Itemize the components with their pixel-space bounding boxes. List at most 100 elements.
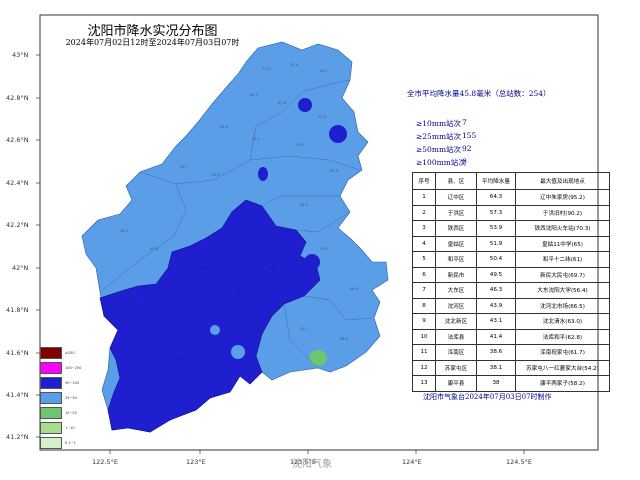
svg-text:40.1: 40.1 <box>320 69 328 73</box>
svg-text:63.4: 63.4 <box>200 267 209 271</box>
footer-credit: 沈阳市气象台2024年07月03日07时制作 <box>423 393 552 401</box>
table-cell: 铁西区 <box>435 220 477 237</box>
threshold-value: 92 <box>462 144 472 153</box>
legend-swatch <box>40 406 62 419</box>
threshold-row: ≥25mm站次 155 <box>416 131 476 142</box>
svg-text:36.7: 36.7 <box>180 165 188 169</box>
legend-item: ≥250 <box>40 345 100 360</box>
svg-text:44.3: 44.3 <box>250 93 258 97</box>
svg-text:42.7: 42.7 <box>300 327 308 331</box>
table-row: 2 于洪区 57.3 于洪旧村(90.2) <box>412 204 610 221</box>
table-cell: 沈河区 <box>435 297 477 314</box>
station-labels: 37.2 35.8 40.1 44.3 47.6 52.0 39.4 42.1 45.5 3… <box>120 63 358 381</box>
table-cell: 38 <box>476 375 516 392</box>
table-cell: 50.4 <box>476 251 516 268</box>
lat-tick-label: 42.4°N <box>6 179 29 187</box>
threshold-value: 155 <box>462 131 477 140</box>
heavy-patch-center <box>258 167 268 181</box>
watermark: 沈阳气象 <box>292 459 332 470</box>
threshold-label: ≥100mm站次 <box>416 158 466 167</box>
legend-swatch <box>40 421 62 434</box>
table-cell: 皇姑11中学(65) <box>515 235 610 252</box>
summary-text: 全市平均降水量45.8毫米（总站数：254） <box>407 89 551 98</box>
region-light-rain <box>309 350 327 366</box>
table-cell: 9 <box>412 313 436 330</box>
table-cell: 辽中区 <box>435 189 477 206</box>
table-row: 5 和平区 50.4 和平十二纬(61) <box>412 251 610 268</box>
heavy-patch-east <box>329 125 347 143</box>
svg-text:52.6: 52.6 <box>130 297 138 301</box>
lat-tick-marks <box>36 54 40 438</box>
svg-text:38.9: 38.9 <box>340 337 348 341</box>
table-cell: 8 <box>412 297 436 314</box>
threshold-value: 0 <box>462 157 467 166</box>
svg-text:48.3: 48.3 <box>300 203 308 207</box>
table-row: 4 皇姑区 51.9 皇姑11中学(65) <box>412 235 610 252</box>
table-row: 3 铁西区 53.9 铁西沈阳火车站(70.3) <box>412 220 610 237</box>
header-cell: 序号 <box>412 172 436 190</box>
legend-item: 100~250 <box>40 360 100 375</box>
svg-text:35.8: 35.8 <box>290 63 298 67</box>
table-cell: 苏家屯区 <box>435 359 477 376</box>
table-row: 9 沈北新区 43.1 沈北清水(63.0) <box>412 313 610 330</box>
table-row: 12 苏家屯区 38.1 苏家屯八一红菱家大台(54.2) <box>412 359 610 376</box>
table-row: 11 浑南区 38.6 浑南祝家屯(61.7) <box>412 344 610 361</box>
header-cell: 平均降水量 <box>476 172 516 190</box>
legend-item: 50~100 <box>40 375 100 390</box>
moderate-hole-2 <box>210 325 220 335</box>
legend-label: 25~50 <box>65 395 77 400</box>
table-cell: 沈北清水(63.0) <box>515 313 610 330</box>
precip-legend: ≥250 100~250 50~100 25~50 10~25 1~10 0.1~1 <box>40 345 100 450</box>
table-row: 13 康平县 38 康平两家子(58.2) <box>412 375 610 392</box>
lon-tick-label: 122.5°E <box>92 458 118 466</box>
table-body: 1 辽中区 64.3 辽中朱家房(95.2) 2 于洪区 57.3 于洪旧村(90.2) 3 铁西… <box>412 189 610 392</box>
threshold-label: ≥25mm站次 <box>416 132 462 141</box>
table-cell: 皇姑区 <box>435 235 477 252</box>
table-cell: 大东区 <box>435 282 477 299</box>
svg-text:60.2: 60.2 <box>236 287 244 291</box>
header-cell: 最大值及出现地点 <box>515 172 610 190</box>
table-cell: 3 <box>412 220 436 237</box>
table-cell: 13 <box>412 375 436 392</box>
heavy-patch-north <box>298 98 312 112</box>
table-cell: 6 <box>412 266 436 283</box>
legend-item: 10~25 <box>40 405 100 420</box>
table-cell: 沈北新区 <box>435 313 477 330</box>
svg-text:40.6: 40.6 <box>150 247 158 251</box>
table-cell: 和平十二纬(61) <box>515 251 610 268</box>
svg-text:38.2: 38.2 <box>120 229 128 233</box>
legend-label: 10~25 <box>65 410 77 415</box>
map-subtitle: 2024年07月02日12时至2024年07月03日07时 <box>65 38 240 47</box>
legend-swatch <box>40 391 62 404</box>
lat-tick-label: 41.2°N <box>6 433 29 441</box>
svg-text:53.3: 53.3 <box>320 247 328 251</box>
threshold-label: ≥50mm站次 <box>416 145 462 154</box>
region-heavy-rain <box>99 199 321 433</box>
moderate-hole-1 <box>231 345 245 359</box>
table-cell: 46.3 <box>476 282 516 299</box>
lat-tick-label: 41.6°N <box>6 349 29 357</box>
table-cell: 53.9 <box>476 220 516 237</box>
legend-item: 1~10 <box>40 420 100 435</box>
svg-text:57.4: 57.4 <box>230 237 239 241</box>
table-header-row: 序号 县、区 平均降水量 最大值及出现地点 <box>412 172 610 190</box>
district-boundaries <box>99 79 373 369</box>
table-cell: 38.1 <box>476 359 516 376</box>
lat-tick-label: 42.2°N <box>6 221 29 229</box>
table-cell: 铁西沈阳火车站(70.3) <box>515 220 610 237</box>
legend-label: 1~10 <box>65 425 75 430</box>
table-cell: 法库和平(62.8) <box>515 328 610 345</box>
table-cell: 辽中朱家房(95.2) <box>515 189 610 206</box>
svg-text:46.0: 46.0 <box>350 287 358 291</box>
table-cell: 5 <box>412 251 436 268</box>
svg-text:66.8: 66.8 <box>180 357 188 361</box>
table-cell: 57.3 <box>476 204 516 221</box>
svg-text:45.5: 45.5 <box>296 143 304 147</box>
threshold-label: ≥10mm站次 <box>416 119 462 128</box>
lat-tick-label: 41.8°N <box>6 306 29 314</box>
map-title: 沈阳市降水实况分布图 <box>87 24 218 39</box>
table-cell: 苏家屯八一红菱家大台(54.2) <box>515 359 610 376</box>
svg-text:55.1: 55.1 <box>270 267 278 271</box>
table-cell: 康平县 <box>435 375 477 392</box>
